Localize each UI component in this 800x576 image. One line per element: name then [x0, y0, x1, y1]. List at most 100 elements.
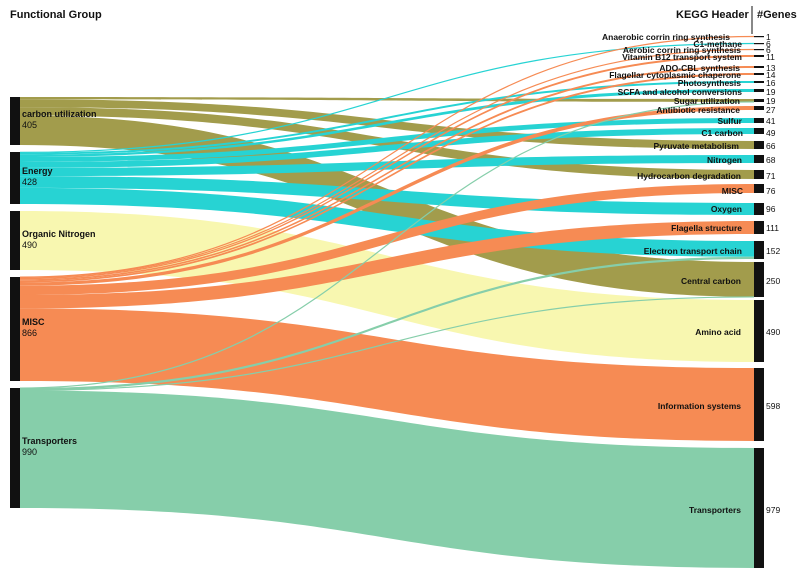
right-node-bar [754, 118, 764, 123]
flow-link [20, 107, 754, 179]
right-node-label: Central carbon [681, 276, 741, 286]
flow-link [20, 81, 754, 155]
right-node-count: 19 [766, 96, 776, 106]
right-node-label: Hydrocarbon degradation [637, 171, 741, 181]
left-node-bar [10, 277, 20, 381]
flow-link [20, 308, 754, 441]
right-node-count: 11 [766, 52, 775, 62]
right-node-label: Flagella structure [671, 223, 742, 233]
flow-link [20, 55, 754, 280]
right-node-bar [754, 55, 764, 57]
right-node-label: Electron transport chain [644, 246, 742, 256]
right-node-bars [754, 36, 764, 568]
right-node-count: 152 [766, 246, 780, 256]
right-node-count: 111 [766, 223, 779, 233]
right-node-bar [754, 73, 764, 75]
flow-link [20, 89, 754, 157]
right-node-count: 16 [766, 78, 776, 88]
right-column-header: KEGG Header [676, 9, 749, 21]
right-node-count: 96 [766, 204, 776, 214]
left-node-bar [10, 388, 20, 508]
right-node-bar [754, 155, 764, 163]
right-node-count: 27 [766, 105, 776, 115]
flow-link [20, 128, 754, 168]
right-node-count: 76 [766, 186, 776, 196]
right-node-label: MISC [722, 186, 743, 196]
right-node-count: 6 [766, 45, 771, 55]
right-node-bar [754, 99, 764, 102]
right-node-label: Aerobic corrin ring synthesis [623, 45, 741, 55]
right-node-count: 68 [766, 155, 776, 165]
right-node-count: 13 [766, 63, 776, 73]
right-node-label: Pyruvate metabolism [653, 141, 739, 151]
left-node-count: 405 [22, 120, 38, 130]
flow-link [19, 35, 755, 278]
right-node-label: C1 carbon [701, 128, 743, 138]
right-node-bar [754, 448, 764, 568]
right-node-bar [754, 106, 764, 110]
right-node-count: 71 [766, 171, 776, 181]
left-node-label: Transporters 990 [22, 436, 77, 458]
right-node-bar [754, 241, 764, 259]
left-node-label: MISC 866 [22, 317, 45, 339]
left-column-header: Functional Group [10, 9, 102, 21]
count-column-header: #Genes [757, 9, 797, 21]
flow-link [20, 221, 754, 309]
right-node-count: 1 [766, 32, 771, 42]
right-node-count: 19 [766, 87, 776, 97]
left-node-name: Organic Nitrogen [22, 228, 96, 239]
left-node-count: 990 [22, 447, 38, 457]
flow-link [20, 184, 754, 295]
right-node-count: 41 [766, 116, 776, 126]
right-node-count: 49 [766, 128, 776, 138]
left-node-name: carbon utilization [22, 109, 97, 119]
right-node-count: 250 [766, 276, 780, 286]
right-node-bar [754, 49, 764, 51]
flow-link [20, 97, 754, 102]
right-node-bar [754, 262, 764, 297]
flow-link [20, 390, 754, 568]
left-node-label: carbon utilization 405 [22, 109, 97, 131]
right-node-bar [754, 300, 764, 362]
right-node-label: C1-methane [693, 39, 742, 49]
left-node-count: 866 [22, 328, 38, 338]
right-node-label: Antibiotic resistance [656, 105, 740, 115]
left-node-bars [10, 97, 20, 508]
right-node-label: Amino acid [695, 327, 741, 337]
right-node-bar [754, 89, 764, 92]
right-node-bar [754, 203, 764, 215]
right-node-bar [754, 36, 764, 38]
right-node-bar [754, 184, 764, 193]
left-node-name: Energy [22, 166, 53, 176]
flow-link [20, 256, 754, 391]
left-node-bar [10, 152, 20, 204]
right-node-label: Anaerobic corrin ring synthesis [602, 32, 730, 42]
flow-link [19, 296, 755, 392]
left-node-count: 428 [22, 177, 38, 187]
right-node-label: SCFA and alcohol conversions [618, 87, 743, 97]
left-node-name: MISC [22, 317, 45, 327]
flow-link [20, 73, 754, 283]
right-node-bar [754, 128, 764, 134]
right-node-bar [754, 81, 764, 83]
right-node-bar [754, 221, 764, 234]
right-node-label: Transporters [689, 505, 741, 515]
right-node-label: Vitamin B12 transport system [622, 52, 742, 62]
flow-link [19, 101, 755, 389]
right-node-count: 6 [766, 39, 771, 49]
right-node-label: ADO-CBL synthesis [659, 63, 740, 73]
right-node-count: 14 [766, 70, 776, 80]
right-node-label: Sulfur [717, 116, 742, 126]
right-node-count: 598 [766, 401, 780, 411]
right-node-bar [754, 43, 764, 45]
flow-link [20, 106, 754, 286]
right-node-count: 979 [766, 505, 780, 515]
flow-link [20, 211, 754, 362]
right-node-label: Sugar utilization [674, 96, 740, 106]
right-node-bar [754, 368, 764, 441]
right-node-label: Information systems [658, 401, 741, 411]
right-node-count: 66 [766, 141, 776, 151]
right-node-bar [754, 141, 764, 149]
right-node-bar [754, 66, 764, 68]
